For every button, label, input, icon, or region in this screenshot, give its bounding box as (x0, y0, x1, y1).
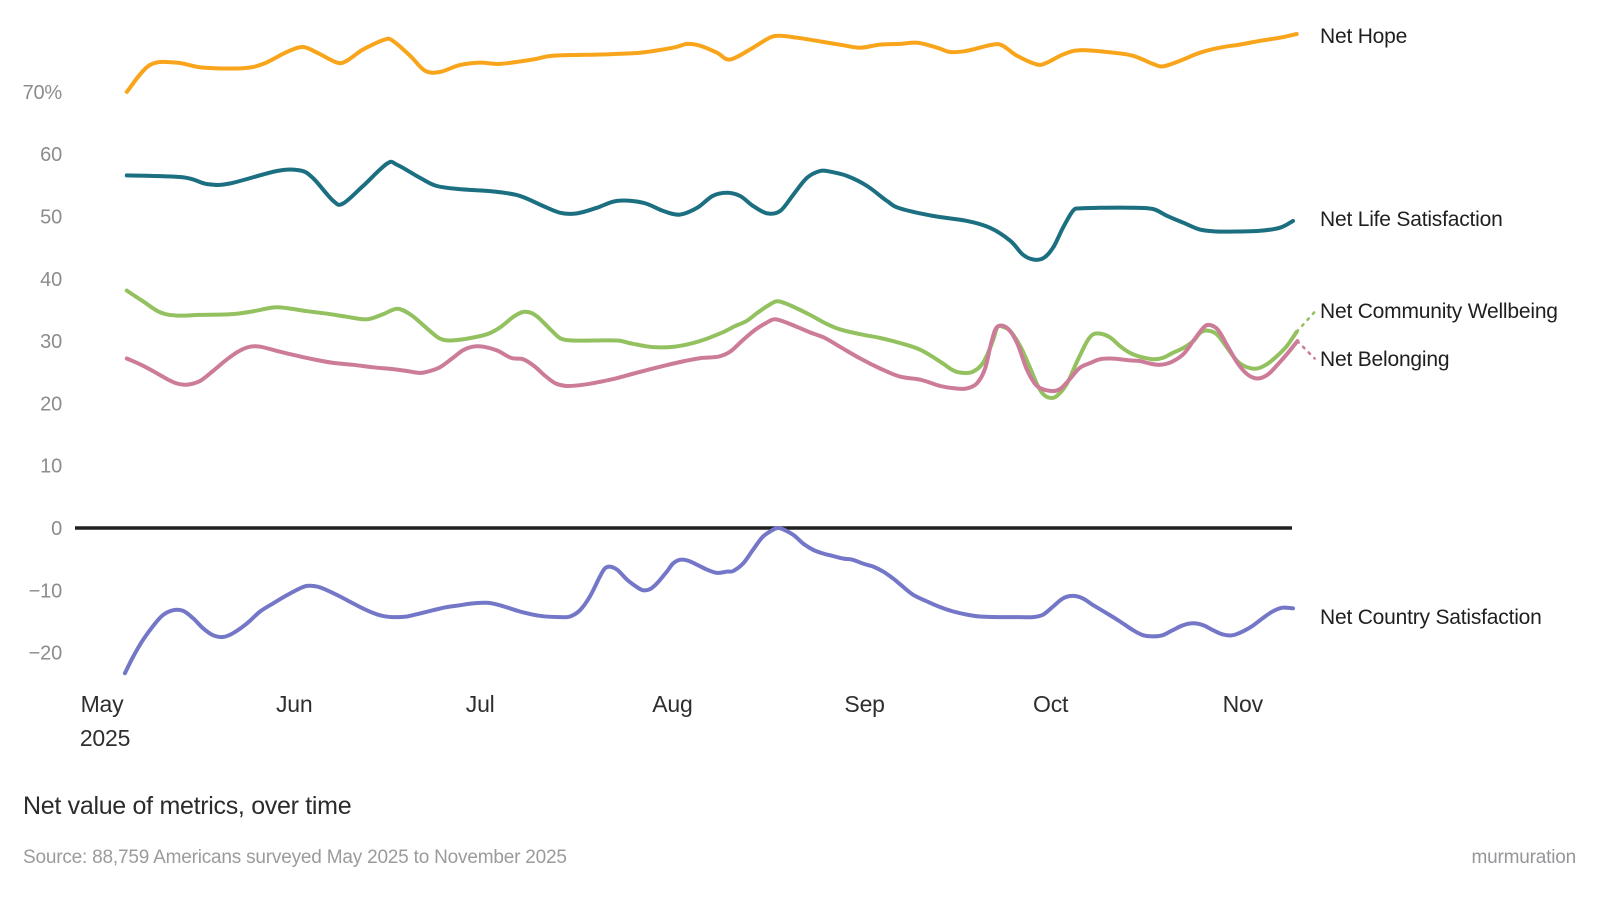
series-leader-net-community-wellbeing (1295, 310, 1316, 334)
y-tick-40: 40 (40, 269, 62, 291)
series-line-net-belonging (124, 317, 1300, 394)
series-line-net-life-satisfaction (124, 159, 1295, 262)
series-label-net-belonging: Net Belonging (1320, 348, 1450, 371)
chart-title: Net value of metrics, over time (23, 792, 352, 820)
x-tick-jul: Jul (466, 691, 495, 717)
series-label-net-life-satisfaction: Net Life Satisfaction (1320, 208, 1503, 231)
x-tick-aug: Aug (652, 691, 692, 717)
y-tick--10: −10 (29, 580, 62, 602)
y-tick-10: 10 (40, 456, 62, 478)
x-tick-jun: Jun (276, 691, 312, 717)
y-tick-70: 70% (23, 82, 63, 104)
x-tick-sep: Sep (844, 691, 884, 717)
series-label-net-hope: Net Hope (1320, 25, 1408, 48)
y-tick-50: 50 (40, 207, 62, 229)
x-tick-may: May (81, 691, 125, 717)
y-tick-0: 0 (51, 518, 62, 540)
x-tick-nov: Nov (1223, 691, 1264, 717)
chart-source: Source: 88,759 Americans surveyed May 20… (23, 847, 567, 868)
y-tick--20: −20 (29, 643, 62, 665)
y-tick-20: 20 (40, 393, 62, 415)
line-chart: 70% 60 50 40 30 20 10 0 −10 −20 May 2025 Jun Jul Aug Se… (23, 32, 1316, 751)
brand-murmuration: murmuration (1471, 847, 1577, 868)
x-tick-year: 2025 (80, 725, 130, 751)
series-line-net-hope (124, 32, 1299, 94)
series-label-net-community-wellbeing: Net Community Wellbeing (1320, 300, 1558, 323)
x-tick-oct: Oct (1033, 691, 1069, 717)
y-tick-60: 60 (40, 144, 62, 166)
series-label-net-country-satisfaction: Net Country Satisfaction (1320, 606, 1542, 629)
series-leader-net-belonging (1296, 339, 1316, 360)
series-line-net-country-satisfaction (122, 525, 1295, 676)
y-tick-30: 30 (40, 331, 62, 353)
series-line-net-community-wellbeing (124, 288, 1299, 400)
